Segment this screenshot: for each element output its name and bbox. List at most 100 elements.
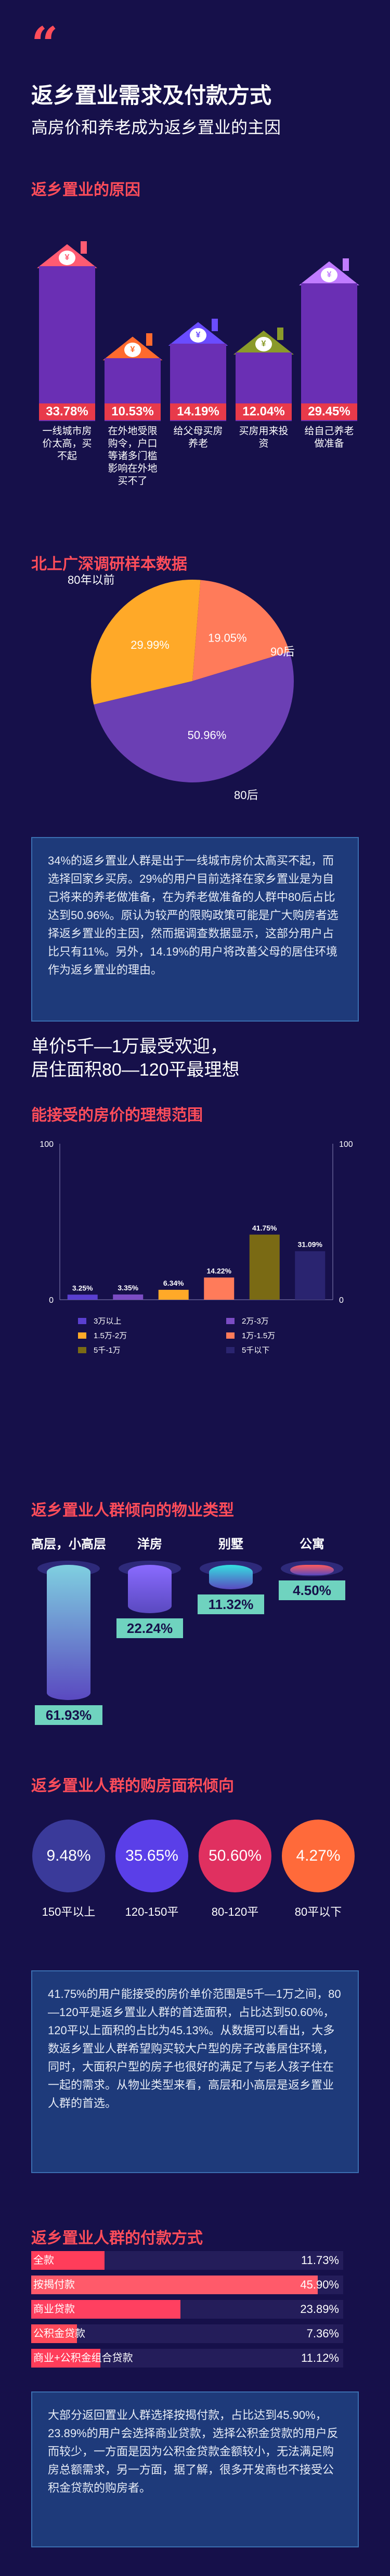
area-label: 120-150平	[125, 1905, 179, 1918]
house-category-label: 买房用来投资	[239, 426, 289, 449]
price-bar	[113, 1294, 144, 1300]
analysis-text-2: 41.75%的用户能接受的房价单价范围是5千—1万之间，80—120平是返乡置业…	[31, 1970, 359, 2173]
house-chimney	[212, 319, 218, 332]
price-headline-1: 单价5千—1万最受欢迎，	[31, 1037, 228, 1056]
pay-row: 按揭付款 45.90%	[31, 2276, 343, 2294]
pie-slice-label: 50.96%	[188, 729, 227, 742]
pay-category-label: 公积金贷款	[33, 2328, 85, 2339]
legend-label: 5千以下	[242, 1346, 269, 1355]
y-tick-label: 100	[339, 1140, 353, 1149]
price-bar	[295, 1251, 326, 1300]
y-tick-label: 0	[339, 1296, 344, 1305]
area-label: 80-120平	[211, 1905, 259, 1918]
reasons-chart: ¥33.78% 一线城市房价太高，买不起 ¥10.53% 在外地受限购令，户口等诸多门…	[0, 198, 390, 487]
pay-category-label: 商业+公积金组合贷款	[33, 2352, 133, 2364]
survey-title: 北上广深调研样本数据	[31, 556, 187, 573]
pay-value-label: 45.90%	[300, 2278, 339, 2291]
house-pct-label: 33.78%	[39, 403, 95, 420]
ptype-name: 公寓	[300, 1537, 324, 1551]
coin-icon: ¥	[124, 343, 141, 358]
ptype-cylinder	[209, 1565, 253, 1590]
pie-label-80s: 80后	[234, 789, 258, 802]
legend-label: 1.5万-2万	[94, 1331, 127, 1340]
ptype-cylinder	[290, 1565, 334, 1575]
ptype-title: 返乡置业人群倾向的物业类型	[31, 1502, 234, 1519]
pie-slice-label: 19.05%	[208, 632, 247, 645]
coin-icon: ¥	[321, 267, 337, 282]
house-bar	[39, 266, 95, 421]
pay-row: 商业贷款 23.89%	[31, 2300, 343, 2319]
price-bar-value: 3.35%	[118, 1284, 138, 1292]
house-category-label: 一线城市房价太高，买不起	[42, 426, 92, 462]
area-label: 80平以下	[294, 1905, 342, 1918]
pay-value-label: 23.89%	[300, 2303, 339, 2316]
legend-swatch	[226, 1347, 235, 1353]
pie-slice	[91, 580, 201, 705]
house-category-label: 给父母买房养老	[173, 426, 223, 449]
legend-label: 3万以上	[94, 1317, 121, 1326]
area-circle: 4.27%	[282, 1820, 355, 1892]
reasons-title: 返乡置业的原因	[31, 181, 140, 199]
price-bar-chart: 100 0 100 0 3.25% 3.35% 6.34% 14.22% 41.75% 31.09…	[40, 1140, 353, 1355]
ptype-name: 别墅	[218, 1537, 243, 1551]
pie-slice	[192, 580, 290, 681]
coin-icon: ¥	[59, 250, 75, 265]
pay-bar	[31, 2251, 105, 2270]
pay-bar	[31, 2300, 180, 2319]
house-chimney	[277, 327, 283, 340]
pie-slice	[94, 651, 294, 782]
house-chimney	[343, 258, 349, 271]
area-label: 150平以上	[42, 1905, 96, 1918]
pie-label-90s: 90后	[270, 645, 295, 658]
pay-category-label: 按揭付款	[33, 2279, 75, 2291]
pay-bar	[31, 2349, 101, 2368]
legend-swatch	[226, 1332, 235, 1339]
pay-value-label: 7.36%	[306, 2327, 339, 2340]
legend-swatch	[226, 1318, 235, 1324]
price-bar-value: 3.25%	[72, 1284, 93, 1292]
page-title: 返乡置业需求及付款方式	[31, 83, 272, 108]
pay-category-label: 商业贷款	[33, 2304, 75, 2315]
legend-swatch	[78, 1332, 86, 1339]
house-pct-label: 12.04%	[236, 403, 292, 420]
quote-mark: “	[31, 17, 58, 72]
y-tick-label: 100	[40, 1140, 54, 1149]
house-pct-label: 10.53%	[105, 403, 161, 420]
coin-icon: ¥	[255, 336, 272, 351]
analysis-text-3: 大部分返回置业人群选择按揭付款，占比达到45.90%，23.89%的用户会选择商…	[31, 2391, 359, 2547]
coin-icon: ¥	[190, 328, 206, 343]
house-category-label: 给自己养老做准备	[304, 426, 354, 449]
ptype-percent: 22.24%	[116, 1618, 183, 1639]
pay-category-label: 全款	[33, 2255, 54, 2266]
pay-value-label: 11.73%	[301, 2254, 339, 2267]
ptype-percent: 11.32%	[198, 1594, 264, 1615]
price-bar-value: 41.75%	[252, 1224, 277, 1232]
price-bar	[158, 1289, 189, 1300]
pie-slice-label: 29.99%	[131, 638, 170, 651]
area-circle: 35.65%	[115, 1820, 188, 1892]
ptype-name: 洋房	[137, 1537, 162, 1551]
price-bar	[249, 1234, 280, 1300]
analysis-text-1: 34%的返乡置业人群是出于一线城市房价太高买不起，而选择回家乡买房。29%的用户…	[31, 837, 359, 1022]
pay-chart: 全款 11.73% 按揭付款 45.90% 商业贷款 23.89% 公积金贷款 7.36% 商业…	[0, 2251, 390, 2386]
price-title: 能接受的房价的理想范围	[31, 1107, 203, 1124]
pay-bar	[31, 2324, 77, 2343]
house-chimney	[146, 333, 152, 346]
y-tick-label: 0	[49, 1296, 54, 1305]
pay-row: 全款 11.73%	[31, 2251, 343, 2270]
pay-row: 公积金贷款 7.36%	[31, 2324, 343, 2343]
house-category-label: 在外地受限购令，户口等诸多门槛影响在外地买不了	[108, 426, 158, 487]
legend-label: 1万-1.5万	[242, 1331, 275, 1340]
ptype-percent: 4.50%	[279, 1580, 345, 1600]
pay-bar	[31, 2276, 318, 2294]
house-bar	[301, 283, 357, 421]
survey-pie-chart: 19.05% 50.96% 29.99%	[91, 580, 294, 782]
area-circle: 9.48%	[32, 1820, 105, 1892]
area-title: 返乡置业人群的购房面积倾向	[31, 1777, 234, 1795]
legend-swatch	[78, 1318, 86, 1324]
house-pct-label: 14.19%	[170, 403, 226, 420]
price-bar-value: 14.22%	[207, 1266, 232, 1275]
pay-title: 返乡置业人群的付款方式	[31, 2230, 203, 2247]
page-subtitle: 高房价和养老成为返乡置业的主因	[31, 118, 281, 137]
price-bar-value: 6.34%	[163, 1279, 184, 1287]
